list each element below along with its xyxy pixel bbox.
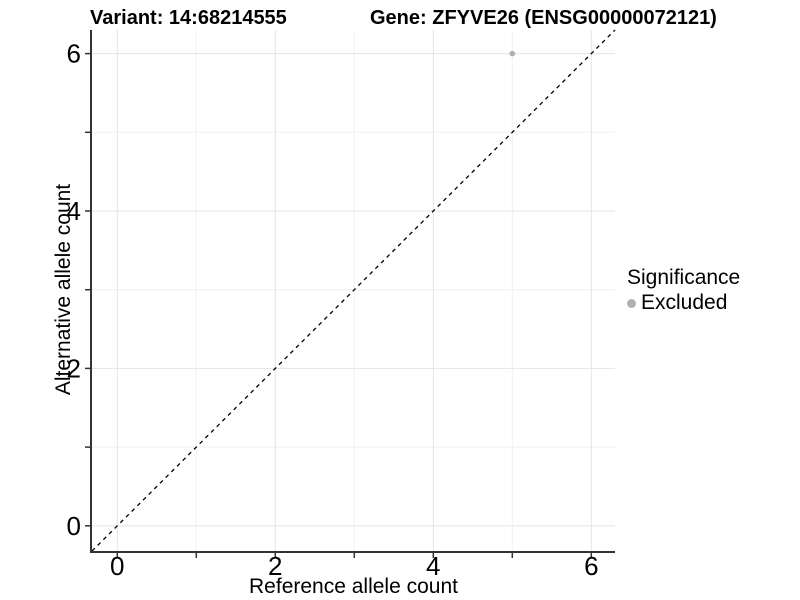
x-axis-title: Reference allele count	[249, 575, 458, 598]
y-tick-label: 2	[67, 353, 81, 383]
data-point	[509, 50, 516, 57]
identity-reference-line	[91, 29, 616, 552]
legend-item-excluded: Excluded	[627, 291, 740, 315]
y-tick-label: 4	[67, 196, 81, 226]
x-tick-label: 2	[268, 551, 282, 581]
y-tick-label: 6	[67, 39, 81, 69]
legend-item-label: Excluded	[641, 291, 728, 314]
excluded-point-icon	[627, 298, 636, 308]
x-tick-label: 0	[110, 551, 124, 581]
x-tick-label: 4	[426, 551, 440, 581]
variant-title: Variant: 14:68214555	[90, 7, 287, 29]
legend: Significance Excluded	[627, 266, 740, 315]
x-tick-label: 6	[584, 551, 598, 581]
y-tick-label: 0	[67, 511, 81, 541]
gene-title: Gene: ZFYVE26 (ENSG00000072121)	[370, 7, 717, 29]
y-axis-title: Alternative allele count	[52, 183, 75, 396]
legend-title: Significance	[627, 266, 741, 289]
